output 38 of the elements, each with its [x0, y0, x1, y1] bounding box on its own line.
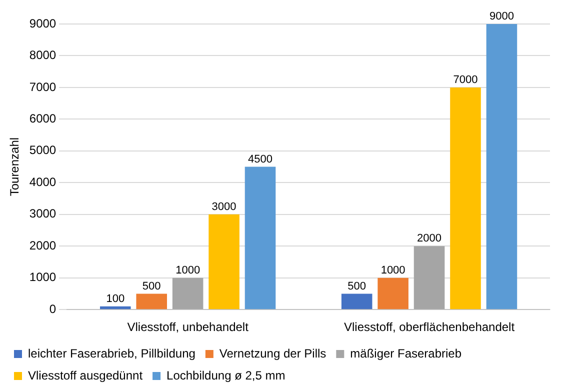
legend-label: Vliesstoff ausgedünnt [28, 368, 144, 382]
data-label: 500 [142, 280, 161, 292]
legend-label: Vernetzung der Pills [219, 346, 326, 360]
y-tick-label: 9000 [29, 16, 56, 30]
data-label: 1000 [380, 264, 406, 276]
bar [486, 24, 518, 310]
data-label: 4500 [248, 153, 272, 166]
y-tick-label: 0 [49, 302, 56, 316]
bar [414, 246, 445, 310]
y-tick-label: 7000 [29, 80, 56, 94]
y-axis-title: Tourenzahl [8, 137, 22, 196]
data-label: 500 [348, 280, 366, 292]
bar [341, 294, 372, 310]
bar [100, 306, 131, 310]
bar [244, 166, 276, 310]
x-tick-label: Vliesstoff, unbehandelt [127, 320, 250, 334]
y-tick-label: 5000 [29, 143, 56, 158]
bar [172, 278, 204, 310]
bar [450, 87, 481, 310]
data-label: 100 [106, 292, 125, 305]
y-tick-label: 3000 [29, 206, 56, 221]
bar [378, 278, 408, 310]
data-label: 7000 [453, 74, 478, 86]
legend-label: leichter Faserabrieb, Pillbildung [28, 346, 196, 360]
y-tick-label: 2000 [29, 238, 56, 252]
legend-label: Lochbildung ø 2,5 mm [166, 368, 286, 382]
y-tick-label: 8000 [29, 48, 56, 62]
bar [208, 214, 240, 310]
data-label: 2000 [417, 232, 442, 245]
legend-label: mäßiger Faserabrieb [350, 346, 462, 360]
bar [136, 294, 167, 310]
y-tick-label: 1000 [29, 270, 56, 284]
data-label: 1000 [176, 264, 200, 276]
y-tick-label: 6000 [29, 112, 56, 126]
x-tick-label: Vliesstoff, oberflächenbehandelt [344, 320, 516, 334]
data-label: 3000 [212, 200, 236, 213]
data-label: 9000 [489, 10, 514, 23]
y-tick-label: 4000 [29, 174, 56, 189]
